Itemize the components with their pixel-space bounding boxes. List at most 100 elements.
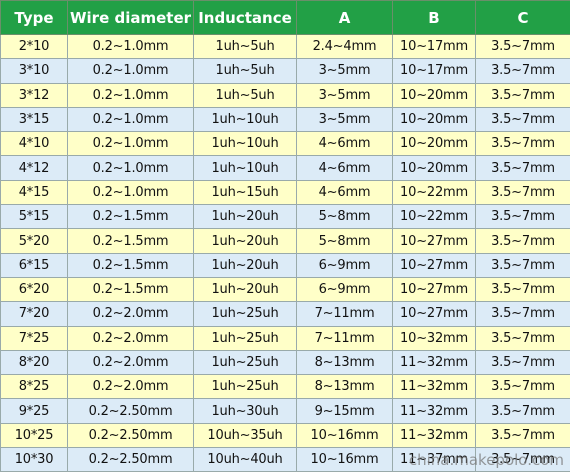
table-cell: 7*25 [1, 326, 68, 350]
table-cell: 10~22mm [393, 180, 476, 204]
table-cell: 10uh~35uh [194, 423, 297, 447]
table-cell: 0.2~2.50mm [68, 423, 194, 447]
table-cell: 8~13mm [297, 375, 393, 399]
table-cell: 0.2~1.0mm [68, 156, 194, 180]
table-cell: 11~32mm [393, 350, 476, 374]
table-cell: 3.5~7mm [476, 83, 570, 107]
table-cell: 6~9mm [297, 277, 393, 301]
table-cell: 1uh~10uh [194, 107, 297, 131]
table-cell: 7~11mm [297, 302, 393, 326]
table-cell: 1uh~5uh [194, 83, 297, 107]
table-cell: 1uh~25uh [194, 350, 297, 374]
table-cell: 3.5~7mm [476, 59, 570, 83]
table-cell: 3.5~7mm [476, 205, 570, 229]
table-cell: 3.5~7mm [476, 229, 570, 253]
table-cell: 10~20mm [393, 132, 476, 156]
table-cell: 0.2~1.0mm [68, 180, 194, 204]
table-cell: 0.2~1.0mm [68, 132, 194, 156]
table-cell: 10~27mm [393, 253, 476, 277]
table-cell: 5*15 [1, 205, 68, 229]
table-cell: 0.2~1.5mm [68, 277, 194, 301]
table-cell: 0.2~1.0mm [68, 59, 194, 83]
table-cell: 3.5~7mm [476, 35, 570, 59]
table-cell: 3.5~7mm [476, 253, 570, 277]
table-cell: 1uh~20uh [194, 277, 297, 301]
table-cell: 3.5~7mm [476, 132, 570, 156]
table-cell: 5~8mm [297, 229, 393, 253]
table-cell: 10~27mm [393, 229, 476, 253]
table-cell: 2.4~4mm [297, 35, 393, 59]
table-cell: 11~32mm [393, 423, 476, 447]
table-cell: 1uh~20uh [194, 253, 297, 277]
table-cell: 0.2~1.5mm [68, 229, 194, 253]
table-cell: 1uh~5uh [194, 59, 297, 83]
watermark: china.makepolo.com [409, 451, 564, 469]
table-cell: 11~32mm [393, 375, 476, 399]
table-cell: 0.2~2.0mm [68, 326, 194, 350]
table-cell: 3~5mm [297, 59, 393, 83]
table-cell: 4~6mm [297, 180, 393, 204]
table-cell: 10uh~40uh [194, 448, 297, 472]
table-cell: 3.5~7mm [476, 399, 570, 423]
table-cell: 4*10 [1, 132, 68, 156]
table-cell: 3*15 [1, 107, 68, 131]
table-cell: 3.5~7mm [476, 156, 570, 180]
table-cell: 7~11mm [297, 326, 393, 350]
table-cell: 1uh~5uh [194, 35, 297, 59]
table-cell: 11~32mm [393, 399, 476, 423]
table-cell: 10~17mm [393, 35, 476, 59]
table-cell: 1uh~30uh [194, 399, 297, 423]
table-cell: 3.5~7mm [476, 277, 570, 301]
header-cell: A [297, 1, 393, 35]
table-cell: 6*15 [1, 253, 68, 277]
table-cell: 3.5~7mm [476, 350, 570, 374]
table-cell: 3~5mm [297, 107, 393, 131]
table-cell: 0.2~1.5mm [68, 205, 194, 229]
table-cell: 5*20 [1, 229, 68, 253]
header-cell: B [393, 1, 476, 35]
table-cell: 8~13mm [297, 350, 393, 374]
table-cell: 10*30 [1, 448, 68, 472]
table-cell: 3.5~7mm [476, 107, 570, 131]
table-cell: 0.2~2.50mm [68, 448, 194, 472]
table-cell: 0.2~2.0mm [68, 350, 194, 374]
table-cell: 0.2~2.50mm [68, 399, 194, 423]
table-cell: 3~5mm [297, 83, 393, 107]
table-cell: 10~22mm [393, 205, 476, 229]
table-cell: 7*20 [1, 302, 68, 326]
table-cell: 9*25 [1, 399, 68, 423]
table-cell: 0.2~2.0mm [68, 302, 194, 326]
table-cell: 1uh~25uh [194, 326, 297, 350]
table-cell: 1uh~20uh [194, 229, 297, 253]
table-cell: 1uh~25uh [194, 375, 297, 399]
table-cell: 10*25 [1, 423, 68, 447]
table-cell: 0.2~2.0mm [68, 375, 194, 399]
table-cell: 4*15 [1, 180, 68, 204]
table-cell: 8*20 [1, 350, 68, 374]
table-cell: 10~27mm [393, 277, 476, 301]
table-cell: 0.2~1.0mm [68, 35, 194, 59]
table-cell: 10~16mm [297, 423, 393, 447]
table-cell: 10~16mm [297, 448, 393, 472]
table-cell: 3*12 [1, 83, 68, 107]
table-cell: 1uh~10uh [194, 156, 297, 180]
table-cell: 6~9mm [297, 253, 393, 277]
table-cell: 5~8mm [297, 205, 393, 229]
table-cell: 4~6mm [297, 132, 393, 156]
